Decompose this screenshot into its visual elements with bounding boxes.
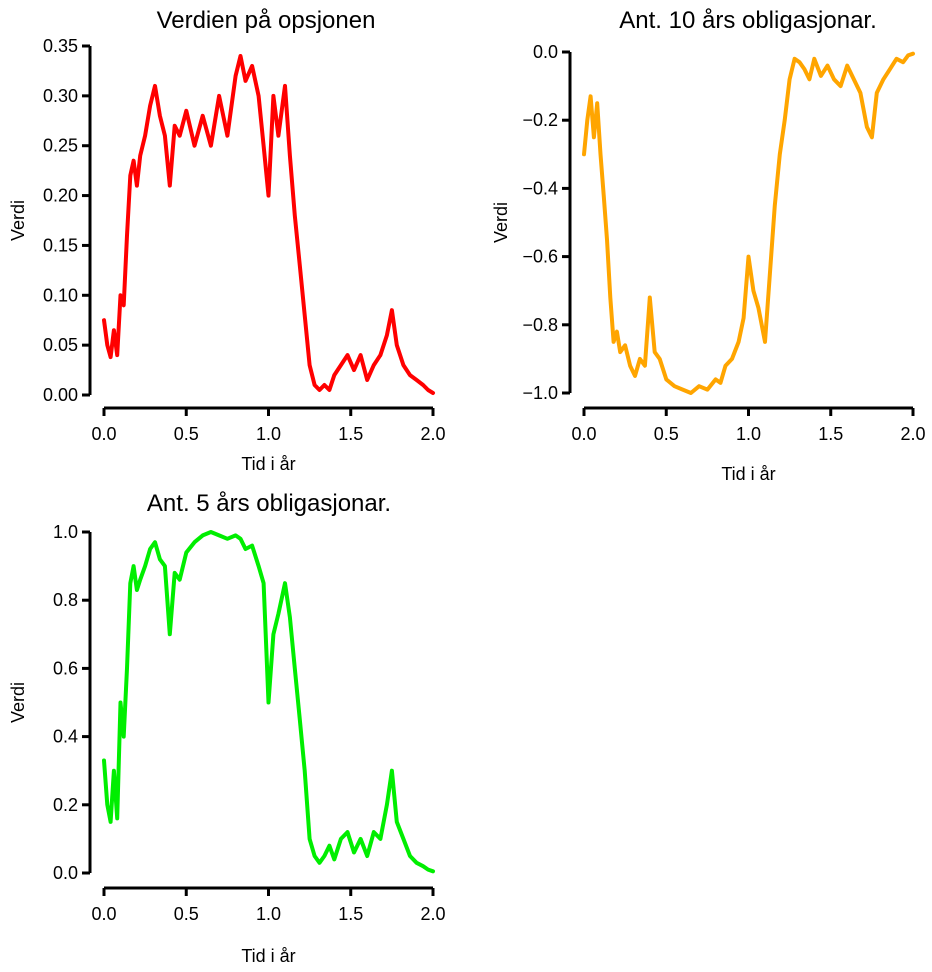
y-tick-label: 0.05 <box>43 335 78 355</box>
y-tick-label: 0.10 <box>43 285 78 305</box>
x-tick-label: 2.0 <box>420 424 445 444</box>
chart-title: Ant. 5 års obligasjonar. <box>147 490 391 517</box>
x-tick-label: 0.0 <box>571 424 596 444</box>
x-tick-label: 2.0 <box>900 424 925 444</box>
y-tick-label: 0.0 <box>53 863 78 883</box>
y-tick-label: 0.2 <box>53 795 78 815</box>
chart-panel-1: Verdien på opsjonen 0.00 0.05 0.10 0.15 0.20 0… <box>8 7 446 474</box>
chart-panel-3: Ant. 5 års obligasjonar. 0.0 0.2 0.4 0.6 0.8 1… <box>8 490 446 966</box>
y-tick-label: 0.00 <box>43 385 78 405</box>
x-tick-label: 0.5 <box>654 424 679 444</box>
x-tick-label: 0.0 <box>91 424 116 444</box>
y-axis-label: Verdi <box>491 202 511 243</box>
chart-title: Verdien på opsjonen <box>157 7 376 34</box>
series-line <box>582 51 915 395</box>
chart-title: Ant. 10 års obligasjonar. <box>619 7 877 34</box>
x-tick-label: 0.5 <box>174 424 199 444</box>
x-axis-label: Tid i år <box>241 946 295 966</box>
x-tick-label: 1.0 <box>256 424 281 444</box>
y-tick-label: 1.0 <box>53 522 78 542</box>
y-tick-label: −1.0 <box>522 383 558 403</box>
y-tick-label: −0.4 <box>522 178 558 198</box>
x-axis-label: Tid i år <box>721 464 775 484</box>
x-tick-label: 2.0 <box>420 904 445 924</box>
y-axis-label: Verdi <box>8 682 28 723</box>
y-tick-label: 0.20 <box>43 186 78 206</box>
y-tick-label: −0.8 <box>522 315 558 335</box>
y-tick-label: 0.6 <box>53 658 78 678</box>
y-tick-label: −0.6 <box>522 247 558 267</box>
x-tick-label: 1.5 <box>338 904 363 924</box>
series-line <box>102 54 435 395</box>
y-tick-label: 0.0 <box>533 42 558 62</box>
series-line <box>102 530 435 874</box>
y-tick-label: 0.35 <box>43 36 78 56</box>
x-tick-label: 1.5 <box>338 424 363 444</box>
x-tick-label: 0.5 <box>174 904 199 924</box>
chart-panel-2: Ant. 10 års obligasjonar. −1.0 −0.8 −0.6 −0.… <box>491 7 926 484</box>
y-tick-label: 0.4 <box>53 727 78 747</box>
x-tick-label: 1.5 <box>818 424 843 444</box>
y-tick-label: 0.30 <box>43 86 78 106</box>
y-axis-label: Verdi <box>8 200 28 241</box>
y-tick-label: −0.2 <box>522 110 558 130</box>
x-tick-label: 0.0 <box>91 904 116 924</box>
y-tick-label: 0.15 <box>43 235 78 255</box>
x-tick-label: 1.0 <box>736 424 761 444</box>
x-tick-label: 1.0 <box>256 904 281 924</box>
y-tick-label: 0.25 <box>43 136 78 156</box>
y-tick-label: 0.8 <box>53 590 78 610</box>
x-axis-label: Tid i år <box>241 454 295 474</box>
